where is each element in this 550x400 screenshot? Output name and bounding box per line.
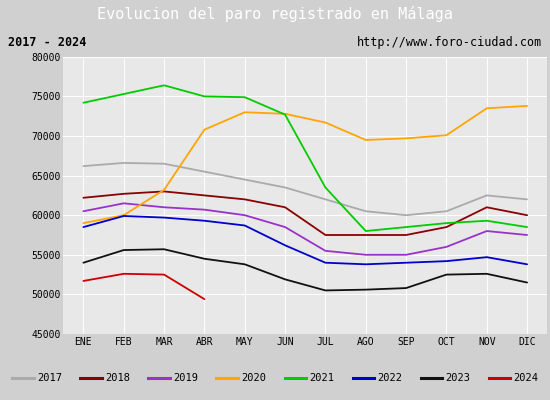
Text: 2023: 2023 <box>445 374 470 383</box>
Text: 2021: 2021 <box>309 374 334 383</box>
Text: 2019: 2019 <box>173 374 198 383</box>
Text: 2017: 2017 <box>37 374 62 383</box>
Text: 2024: 2024 <box>513 374 538 383</box>
Text: 2017 - 2024: 2017 - 2024 <box>8 36 86 49</box>
Text: 2018: 2018 <box>105 374 130 383</box>
Text: 2022: 2022 <box>377 374 402 383</box>
Text: http://www.foro-ciudad.com: http://www.foro-ciudad.com <box>356 36 542 49</box>
Text: 2020: 2020 <box>241 374 266 383</box>
Text: Evolucion del paro registrado en Málaga: Evolucion del paro registrado en Málaga <box>97 6 453 22</box>
